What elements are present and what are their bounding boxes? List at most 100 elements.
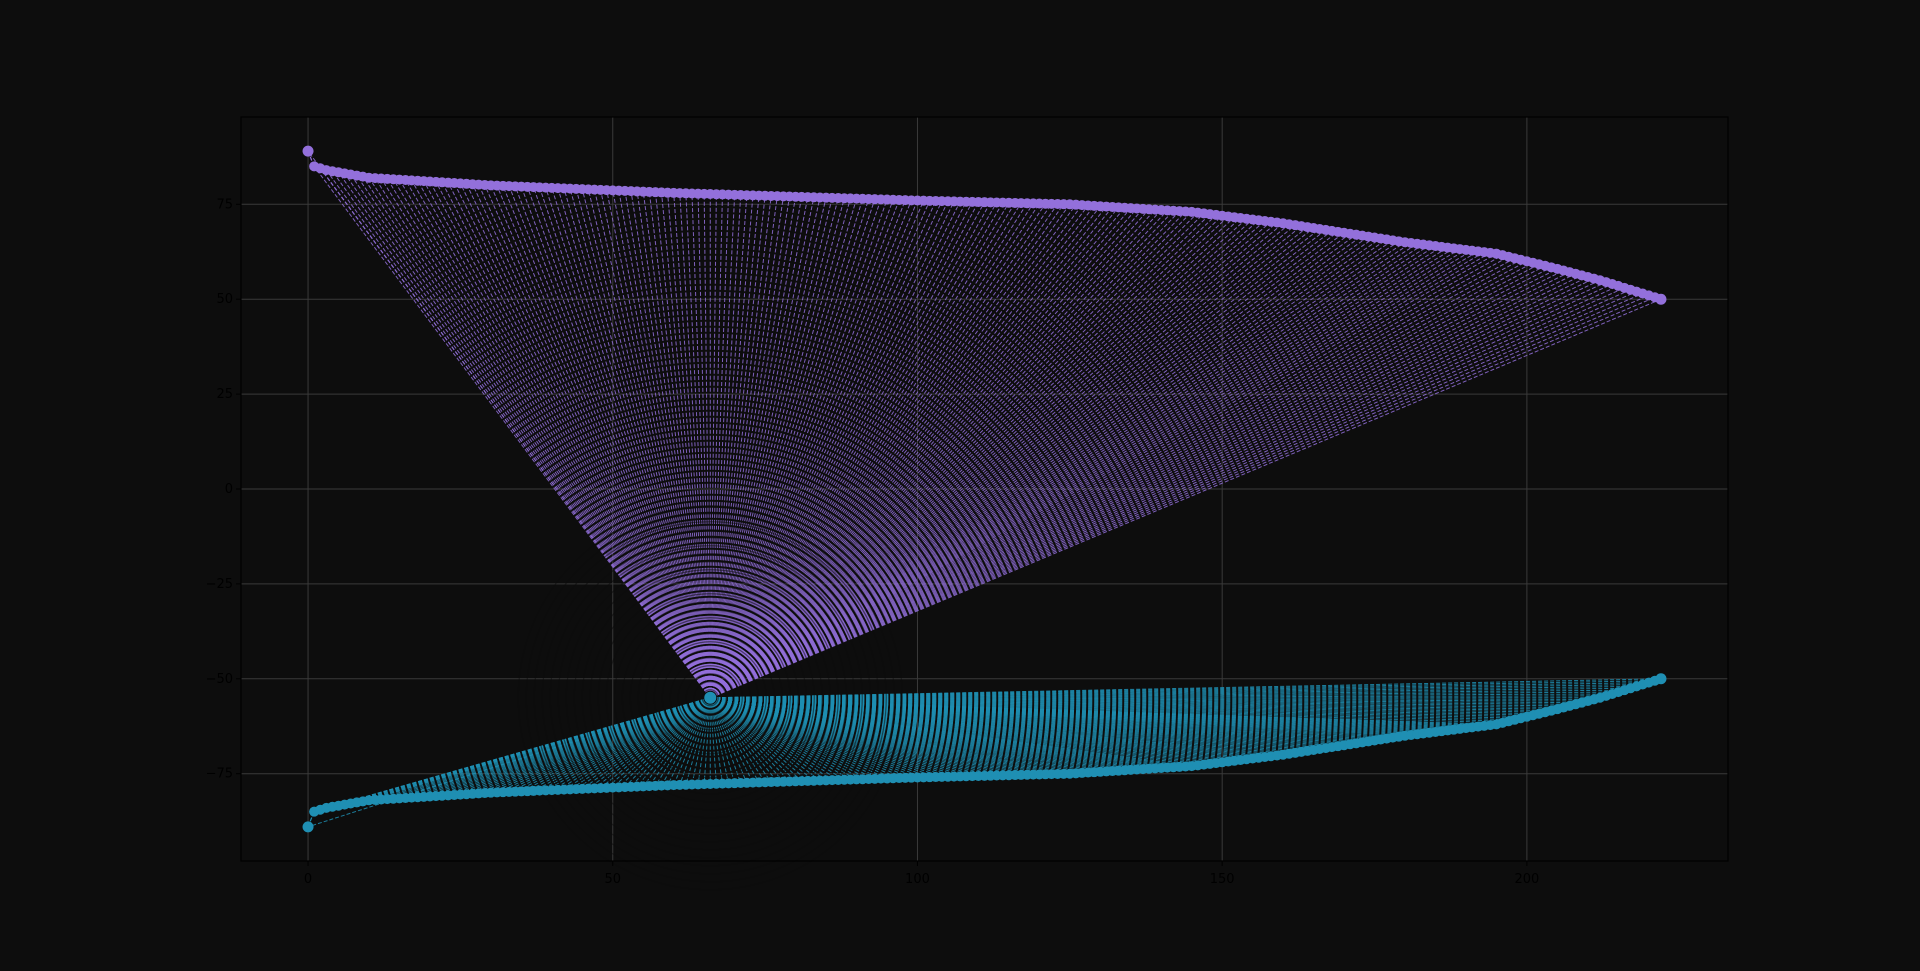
connection-line	[710, 274, 1582, 699]
connection-line	[533, 186, 711, 698]
connection-line	[606, 190, 711, 698]
connection-line	[709, 195, 766, 698]
connection-line	[709, 201, 949, 698]
connection-line	[710, 697, 1131, 771]
connection-line	[709, 697, 845, 781]
connection-line	[551, 187, 711, 698]
connection-line	[710, 262, 1534, 699]
connection-line	[429, 181, 711, 699]
connection-line	[709, 210, 1174, 699]
connection-line	[588, 697, 711, 790]
connection-line	[709, 223, 1290, 699]
connection-line	[710, 697, 1052, 775]
connection-line	[325, 169, 711, 699]
connection-line	[490, 185, 711, 698]
connection-line	[709, 199, 906, 698]
hub-ring	[517, 505, 903, 891]
connection-line	[709, 202, 1028, 699]
connection-line	[709, 216, 1235, 699]
connection-line	[709, 203, 1052, 699]
connection-line	[710, 697, 1125, 771]
connection-line	[563, 697, 711, 791]
connection-line	[374, 177, 711, 699]
hub-ring	[637, 625, 783, 771]
connection-line	[709, 213, 1205, 699]
connection-line	[709, 239, 1388, 699]
connection-line	[709, 201, 979, 699]
x-tick-label: 200	[1514, 872, 1539, 887]
connection-line	[709, 697, 839, 781]
connection-line	[709, 210, 1168, 699]
connection-line	[709, 196, 784, 698]
connection-line	[673, 192, 711, 698]
connection-line	[709, 200, 931, 698]
connection-line	[399, 179, 711, 699]
connection-line	[411, 180, 711, 699]
connection-line	[709, 203, 1046, 699]
connection-line	[423, 180, 711, 699]
connection-line	[709, 197, 815, 698]
axis-ticks: 0 50 100 150 200 75 50 25 0 −25 −50 −75	[206, 197, 1540, 887]
connection-line	[709, 246, 1442, 699]
connection-line	[466, 183, 711, 698]
connection-line	[448, 697, 711, 796]
connection-line	[709, 232, 1345, 699]
connection-line	[435, 181, 711, 699]
connection-line	[709, 224, 1296, 699]
connection-line	[710, 296, 1656, 699]
connection-line	[484, 697, 711, 794]
connection-line	[710, 279, 1601, 699]
connection-line	[380, 178, 711, 699]
connection-line	[709, 208, 1138, 699]
connection-line	[709, 202, 998, 699]
data-points	[302, 145, 1667, 833]
connection-line	[350, 174, 711, 699]
connection-line	[710, 697, 1533, 716]
connection-line	[710, 697, 1198, 766]
connection-line	[710, 253, 1497, 699]
connection-line	[710, 293, 1643, 699]
connection-line	[709, 697, 760, 783]
connection-line	[709, 196, 778, 698]
connection-line	[709, 697, 742, 784]
connection-line	[710, 697, 1162, 769]
connection-line	[709, 245, 1436, 699]
connection-line	[710, 697, 863, 780]
connection-line	[405, 697, 711, 799]
connection-line	[709, 211, 1186, 699]
connection-line	[709, 198, 858, 698]
connection-line	[606, 697, 711, 789]
hub-ring	[605, 593, 815, 803]
connection-line	[624, 190, 711, 698]
connection-line	[709, 242, 1412, 699]
connection-line	[709, 198, 870, 698]
connection-line	[630, 697, 711, 788]
connection-line	[709, 697, 809, 782]
connection-line	[661, 697, 711, 786]
connection-line	[612, 190, 711, 698]
connection-line	[709, 203, 1034, 699]
connection-line	[648, 191, 711, 698]
hub-ring	[685, 673, 735, 723]
connection-line	[709, 234, 1357, 699]
connection-line	[600, 189, 711, 698]
connection-line	[710, 270, 1564, 699]
connection-line	[710, 697, 1454, 731]
connection-line	[709, 207, 1119, 699]
hub-ring	[629, 617, 791, 779]
connection-line	[709, 220, 1266, 699]
x-tick-label: 0	[304, 872, 312, 887]
connection-line	[441, 182, 711, 699]
connection-line	[710, 249, 1467, 699]
connection-line	[709, 197, 839, 698]
connection-line	[527, 697, 711, 792]
hub-point	[703, 690, 718, 705]
connection-line	[636, 697, 711, 787]
connection-line	[459, 183, 711, 698]
connection-line	[472, 183, 711, 698]
connection-line	[710, 697, 1095, 773]
connection-line	[710, 697, 1168, 769]
connection-line	[618, 190, 711, 698]
connection-line	[709, 201, 955, 698]
